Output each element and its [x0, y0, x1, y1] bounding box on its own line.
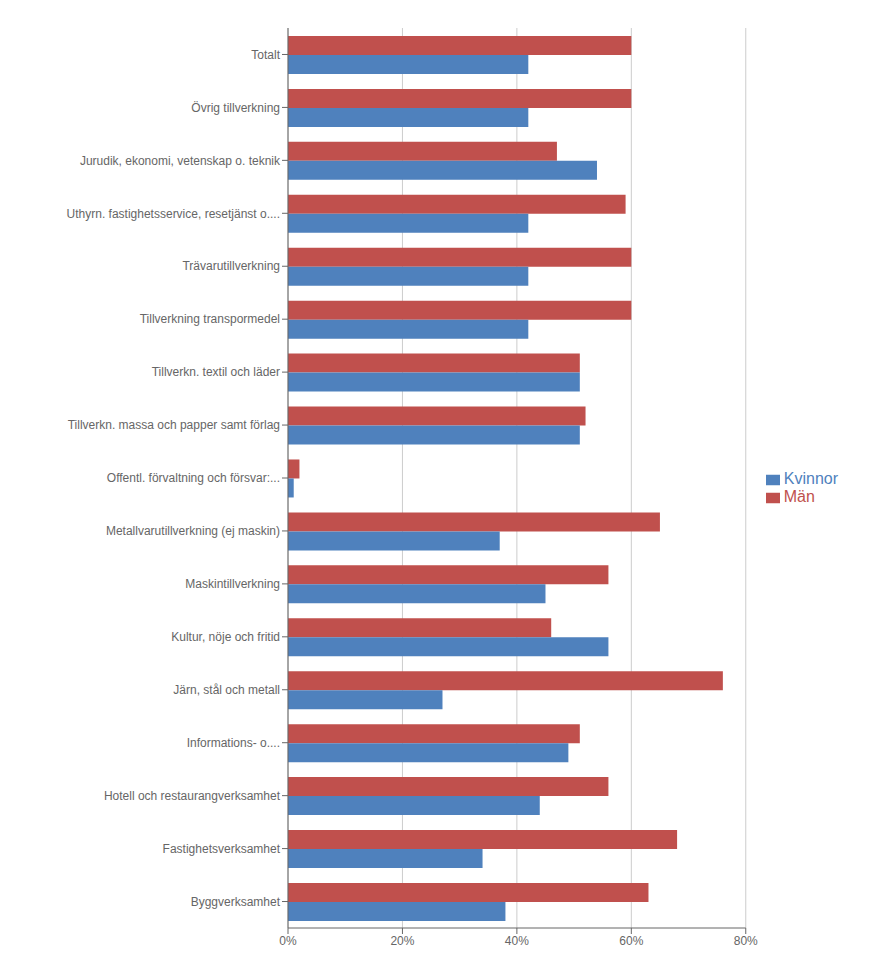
svg-text:Totalt: Totalt	[251, 48, 280, 62]
svg-text:Tillverkn. massa och papper sa: Tillverkn. massa och papper samt förlag	[68, 418, 280, 432]
svg-text:60%: 60%	[619, 934, 643, 948]
svg-text:Trävarutillverkning: Trävarutillverkning	[182, 259, 280, 273]
svg-text:Fastighetsverksamhet: Fastighetsverksamhet	[163, 842, 281, 856]
svg-text:Maskintillverkning: Maskintillverkning	[185, 577, 280, 591]
svg-text:Metallvarutillverkning (ej mas: Metallvarutillverkning (ej maskin)	[106, 524, 280, 538]
svg-text:Övrig tillverkning: Övrig tillverkning	[191, 101, 280, 115]
svg-text:Offentl. förvaltning och försv: Offentl. förvaltning och försvar:...	[107, 471, 280, 485]
svg-text:40%: 40%	[505, 934, 529, 948]
svg-text:Kultur, nöje och fritid: Kultur, nöje och fritid	[171, 630, 280, 644]
svg-text:0%: 0%	[279, 934, 297, 948]
svg-text:80%: 80%	[734, 934, 758, 948]
svg-text:Jurudik, ekonomi, vetenskap o.: Jurudik, ekonomi, vetenskap o. teknik	[80, 154, 281, 168]
svg-text:20%: 20%	[390, 934, 414, 948]
svg-text:Tillverkn. textil och läder: Tillverkn. textil och läder	[152, 365, 280, 379]
svg-text:Byggverksamhet: Byggverksamhet	[191, 895, 281, 909]
svg-text:Hotell och restaurangverksamhe: Hotell och restaurangverksamhet	[104, 789, 281, 803]
html-text:Kvinnor: Kvinnor	[783, 470, 838, 487]
svg-text:Järn, stål och metall: Järn, stål och metall	[173, 683, 280, 697]
svg-text:Informations- o....: Informations- o....	[187, 736, 280, 750]
html-text:Män: Män	[783, 488, 815, 505]
svg-text:Tillverkning transpormedel: Tillverkning transpormedel	[140, 312, 280, 326]
svg-text:Uthyrn. fastighetsservice, res: Uthyrn. fastighetsservice, resetjänst o.…	[67, 207, 280, 221]
